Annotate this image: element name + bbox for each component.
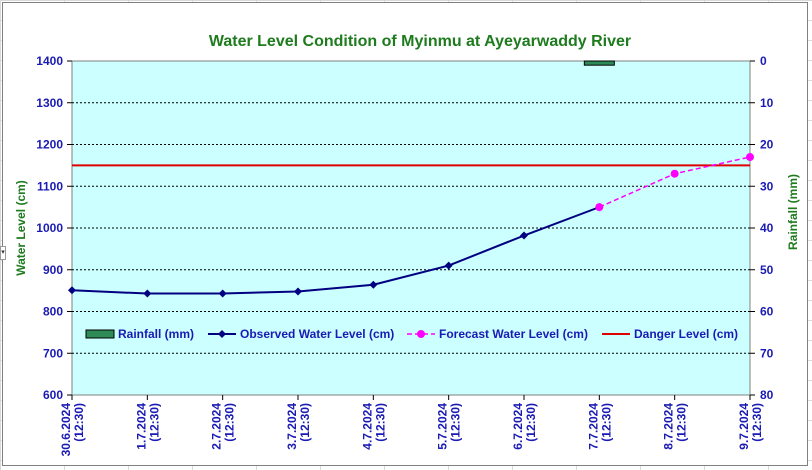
x-tick-label: 30.6.2024 (12:30): [59, 403, 86, 457]
observed-line: [71, 206, 600, 295]
x-tick-date: 4.7.2024: [360, 403, 374, 450]
forecast-point: [595, 203, 604, 212]
gridlines: [72, 102, 750, 354]
observed-point: [369, 280, 378, 289]
observed-point: [68, 286, 76, 295]
forecast-point: [670, 169, 679, 178]
x-tick-time: (12:30): [72, 403, 86, 442]
x-tick-time: (12:30): [599, 403, 613, 442]
y2-tick-label: 50: [760, 263, 774, 277]
y2-tick-label: 0: [760, 54, 767, 68]
observed-point: [294, 287, 302, 296]
observed-point: [520, 231, 528, 240]
x-tick-label: 9.7.2024 (12:30): [737, 403, 764, 450]
x-tick-date: 2.7.2024: [210, 403, 224, 450]
y-tick-label: 900: [43, 263, 63, 277]
legend-forecast-marker: [417, 330, 425, 338]
legend-rainfall-swatch: [85, 329, 115, 339]
x-tick-label: 5.7.2024 (12:30): [436, 403, 463, 450]
y2-tick-label: 30: [760, 179, 774, 193]
y2-tick-label: 40: [760, 221, 774, 235]
series-layer: [68, 60, 754, 298]
x-tick-label: 1.7.2024 (12:30): [134, 403, 161, 450]
x-tick-label: 8.7.2024 (12:30): [662, 403, 689, 450]
forecast-point: [746, 153, 754, 162]
x-tick-time: (12:30): [373, 403, 387, 442]
y-tick-label: 1400: [36, 54, 63, 68]
y-tick-label: 700: [43, 346, 63, 360]
x-tick-date: 30.6.2024: [59, 403, 73, 457]
y2-tick-label: 60: [760, 305, 774, 319]
chart-title: Water Level Condition of Myinmu at Ayeya…: [209, 33, 631, 50]
x-tick-time: (12:30): [147, 403, 161, 442]
chevron-down-icon[interactable]: ▾: [0, 246, 6, 260]
right-axis-ticks: 0 10 20 30 40 50 60 70 80: [750, 54, 774, 402]
x-tick-date: 7.7.2024: [586, 403, 600, 450]
x-tick-date: 6.7.2024: [511, 403, 525, 450]
x-tick-date: 8.7.2024: [662, 403, 676, 450]
x-tick-label: 2.7.2024 (12:30): [210, 403, 237, 450]
y-tick-label: 1300: [36, 96, 63, 110]
observed-point: [218, 289, 227, 298]
x-tick-label: 4.7.2024 (12:30): [360, 403, 387, 450]
x-tick-date: 3.7.2024: [285, 403, 299, 450]
y-tick-label: 1200: [36, 138, 63, 152]
left-axis-ticks: 600 700 800 900 1000 1100 1200 1300 1400: [36, 54, 72, 402]
y2-tick-label: 20: [760, 138, 774, 152]
x-tick-time: (12:30): [524, 403, 538, 442]
x-tick-time: (12:30): [675, 403, 689, 442]
legend-observed-marker: [218, 330, 226, 338]
x-tick-date: 5.7.2024: [436, 403, 450, 450]
x-tick-label: 6.7.2024 (12:30): [511, 403, 538, 450]
observed-point: [143, 289, 152, 298]
x-tick-time: (12:30): [223, 403, 237, 442]
y-tick-label: 800: [43, 305, 63, 319]
y2-tick-label: 80: [760, 388, 774, 402]
y-tick-label: 1100: [37, 179, 63, 193]
x-axis-ticks: 30.6.2024 (12:30) 1.7.2024 (12:30) 2.7.2024(…: [59, 395, 764, 456]
legend-forecast-label: Forecast Water Level (cm): [439, 327, 588, 341]
y2-tick-label: 10: [760, 96, 774, 110]
x-tick-date: 1.7.2024: [134, 403, 148, 450]
y2-axis-label: Rainfall (mm): [786, 174, 800, 250]
x-tick-time: (12:30): [449, 403, 463, 442]
legend-danger-label: Danger Level (cm): [634, 327, 738, 341]
y-tick-label: 1000: [36, 221, 63, 235]
y-tick-label: 600: [43, 388, 63, 402]
y-axis-label: Water Level (cm): [14, 180, 28, 276]
y2-tick-label: 70: [760, 346, 774, 360]
legend-rainfall-label: Rainfall (mm): [118, 327, 194, 341]
x-tick-time: (12:30): [750, 403, 764, 442]
x-tick-date: 9.7.2024: [737, 403, 751, 450]
rainfall-bar: [583, 60, 615, 66]
observed-point: [444, 261, 453, 270]
legend: Rainfall (mm) Observed Water Level (cm) Fo…: [85, 327, 738, 341]
x-tick-time: (12:30): [298, 403, 312, 442]
x-tick-label: 7.7.2024 (12:30): [586, 403, 613, 450]
legend-observed-label: Observed Water Level (cm): [240, 327, 394, 341]
x-tick-label: 3.7.2024 (12:30): [285, 403, 312, 450]
